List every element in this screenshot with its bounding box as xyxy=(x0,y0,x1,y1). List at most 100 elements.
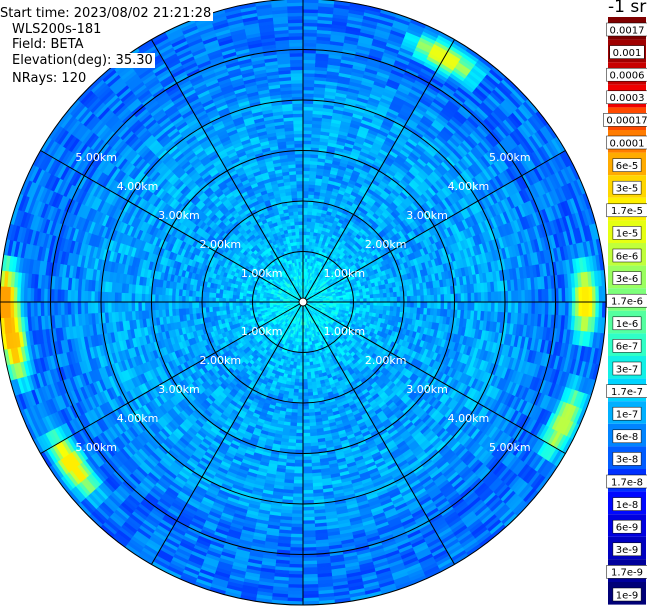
heatmap-cell xyxy=(420,301,425,309)
heatmap-cell xyxy=(390,301,395,308)
heatmap-cell xyxy=(302,103,314,108)
heatmap-cell xyxy=(302,156,311,162)
heatmap-cell xyxy=(437,294,442,303)
heatmap-cell xyxy=(487,291,492,303)
heatmap-cell xyxy=(410,295,415,303)
heatmap-cell xyxy=(302,129,313,135)
heatmap-cell xyxy=(464,301,469,311)
heatmap-cell xyxy=(430,294,435,303)
heatmap-cell xyxy=(302,89,315,94)
heatmap-cell xyxy=(443,294,449,303)
heatmap-cell xyxy=(369,297,375,303)
heatmap-cell xyxy=(302,230,308,236)
heatmap-cell xyxy=(363,298,368,303)
heatmap-cell xyxy=(390,296,395,303)
heatmap-cell xyxy=(366,301,371,306)
heatmap-cell xyxy=(457,301,462,311)
heatmap-cell xyxy=(302,160,311,165)
heatmap-cell xyxy=(393,301,398,308)
heatmap-cell xyxy=(474,292,479,303)
heatmap-cell xyxy=(420,295,425,303)
heatmap-cell xyxy=(494,301,499,313)
heatmap-cell xyxy=(467,301,472,312)
heatmap-cell xyxy=(494,291,499,303)
heatmap-cell xyxy=(302,214,308,219)
heatmap-cell xyxy=(477,292,482,303)
heatmap-cell xyxy=(376,301,381,307)
heatmap-cell xyxy=(396,301,401,308)
heatmap-cell xyxy=(386,301,391,307)
heatmap-cell xyxy=(487,301,492,313)
heatmap-cell xyxy=(363,301,368,306)
heatmap-cell xyxy=(302,210,309,215)
heatmap-cell xyxy=(410,301,415,309)
heatmap-cell xyxy=(383,301,388,307)
heatmap-cell xyxy=(406,296,412,303)
heatmap-cell xyxy=(302,187,310,192)
heatmap-cell xyxy=(376,297,381,303)
heatmap-cell xyxy=(302,237,307,242)
heatmap-cell xyxy=(362,294,368,300)
heatmap-cell xyxy=(302,0,320,4)
heatmap-cell xyxy=(440,294,445,303)
heatmap-cell xyxy=(302,126,313,131)
heatmap-cell xyxy=(406,301,412,308)
heatmap-cell xyxy=(467,292,472,303)
heatmap-cell xyxy=(302,119,313,125)
heatmap-cell xyxy=(417,301,422,309)
heatmap-cell xyxy=(464,293,469,303)
heatmap-cell xyxy=(302,106,314,111)
heatmap-cell xyxy=(433,301,438,310)
heatmap-cell xyxy=(369,301,375,307)
heatmap-cell xyxy=(484,301,489,313)
heatmap-cell xyxy=(447,301,452,311)
heatmap-cell xyxy=(356,295,361,300)
heatmap-cell xyxy=(302,177,310,182)
heatmap-cell xyxy=(460,293,465,303)
heatmap-cell xyxy=(302,170,311,175)
heatmap-cell xyxy=(437,301,442,310)
heatmap-cell xyxy=(302,136,312,141)
heatmap-cell xyxy=(477,301,482,312)
heatmap-cell xyxy=(302,92,315,98)
heatmap-cell xyxy=(427,294,432,303)
heatmap-cell xyxy=(417,295,422,303)
heatmap-cell xyxy=(373,301,378,307)
heatmap-cell xyxy=(430,301,435,310)
heatmap-cell xyxy=(427,301,432,310)
heatmap-cell xyxy=(302,193,309,199)
heatmap-cell xyxy=(480,292,486,303)
heatmap-cell xyxy=(507,290,513,303)
heatmap-cell xyxy=(507,301,513,314)
heatmap-cell xyxy=(302,180,310,185)
heatmap-cell xyxy=(302,153,312,158)
heatmap-cell xyxy=(302,227,308,232)
heatmap-cell xyxy=(484,291,489,303)
heatmap-cell xyxy=(302,113,314,118)
heatmap-cell xyxy=(302,207,309,212)
heatmap-cell xyxy=(393,296,398,303)
heatmap-cell xyxy=(302,173,311,178)
heatmap-cell xyxy=(511,290,516,303)
heatmap-cell xyxy=(369,294,374,299)
heatmap-cell xyxy=(302,116,314,121)
heatmap-cell xyxy=(457,293,462,303)
heatmap-cell xyxy=(302,234,307,239)
heatmap-cell xyxy=(423,301,428,309)
heatmap-cell xyxy=(380,297,385,303)
heatmap-cell xyxy=(383,297,388,303)
heatmap-cell xyxy=(490,301,496,313)
heatmap-cell xyxy=(302,140,312,145)
heatmap-cell xyxy=(302,109,314,115)
heatmap-cell xyxy=(302,224,308,229)
heatmap-cell xyxy=(366,294,371,299)
heatmap-cell xyxy=(373,297,378,303)
heatmap-cell xyxy=(443,301,449,310)
heatmap-cell xyxy=(302,183,310,188)
heatmap-cell xyxy=(474,301,479,312)
heatmap-cell xyxy=(497,291,502,303)
heatmap-cell xyxy=(302,123,313,128)
heatmap-cell xyxy=(302,167,311,172)
heatmap-cell xyxy=(302,220,308,225)
heatmap-cell xyxy=(302,204,309,209)
